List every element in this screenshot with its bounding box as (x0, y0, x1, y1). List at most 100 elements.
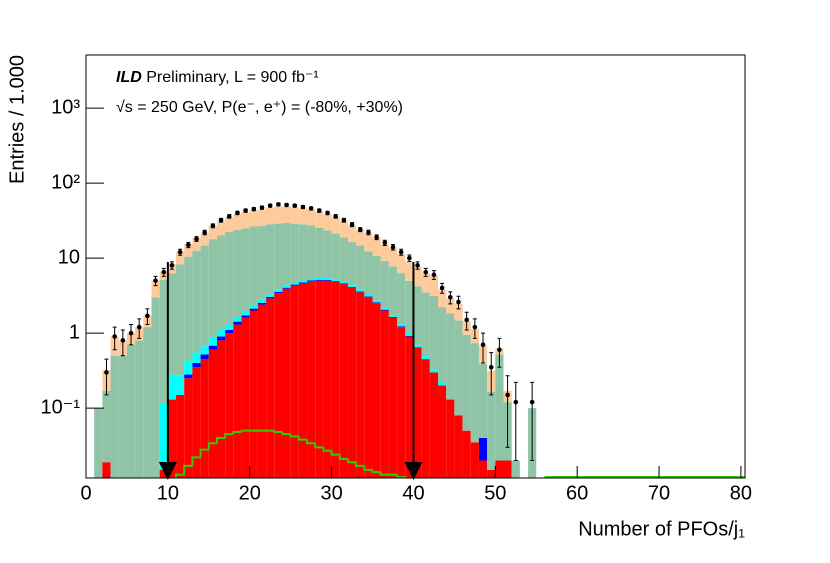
histogram-bin (176, 375, 185, 395)
histogram-bin (233, 321, 242, 325)
histogram-bin (241, 212, 250, 229)
signal-step (240, 429, 250, 433)
histogram-bin (257, 226, 267, 300)
signal-step (224, 433, 234, 438)
histogram-bin (225, 333, 234, 478)
error-bar (104, 358, 109, 396)
histogram-bin (200, 245, 209, 347)
histogram-bin (315, 277, 324, 280)
signal-step (355, 462, 365, 467)
annotation: ILD Preliminary, L = 900 fb⁻¹ (116, 69, 319, 86)
histogram-bin (249, 310, 258, 478)
annotation-line: Preliminary, L = 900 fb⁻¹ (146, 69, 319, 86)
histogram-bin (372, 302, 381, 304)
histogram-bin (454, 320, 463, 416)
histogram-bin (225, 217, 234, 232)
signal-step (322, 447, 332, 452)
histogram-bin (323, 280, 332, 478)
histogram-bin (143, 327, 152, 478)
x-tick-label: 0 (80, 482, 91, 504)
histogram-bin (388, 266, 398, 316)
data-point (390, 244, 396, 250)
histogram-bin (380, 307, 389, 310)
histogram-bin (159, 279, 168, 404)
histogram-bin (102, 391, 111, 463)
histogram-bin (372, 255, 381, 301)
data-point (292, 203, 298, 208)
histogram-bin (413, 347, 422, 478)
histogram-bin (282, 206, 291, 224)
error-bar (489, 352, 494, 396)
histogram-bin (307, 280, 316, 282)
histogram-bin (274, 206, 283, 224)
data-point (357, 227, 363, 232)
histogram-bin (339, 284, 348, 478)
histogram-bin (192, 352, 201, 363)
data-point (472, 324, 478, 330)
histogram-bin (364, 251, 373, 295)
plot-area (94, 202, 745, 479)
histogram-bin (478, 363, 488, 438)
data-point (226, 214, 232, 219)
data-point (488, 364, 494, 370)
data-point (243, 208, 248, 213)
histogram-bin (495, 354, 504, 461)
histogram-bin (470, 343, 479, 443)
histogram-bin (356, 291, 365, 293)
histogram-bin (405, 333, 414, 336)
histogram-bin (159, 403, 168, 470)
histogram-bin (290, 282, 299, 285)
histogram-bin (184, 378, 193, 478)
signal-step (207, 442, 217, 450)
histogram-bin (438, 382, 447, 386)
histogram-bin (388, 316, 398, 318)
histogram-bin (372, 237, 381, 256)
data-point (235, 210, 240, 216)
data-point (284, 202, 289, 208)
histogram-bin (380, 260, 389, 308)
data-point (415, 263, 420, 268)
error-bar (530, 381, 535, 462)
signal-step (338, 454, 348, 460)
histogram-bin (298, 283, 308, 478)
y-axis-title: Entries / 1.000 (6, 55, 28, 184)
histogram-bin (511, 460, 520, 478)
histogram-bin (487, 391, 496, 470)
histogram-bin (397, 273, 406, 325)
histogram-bin (216, 221, 226, 236)
histogram-bin (487, 469, 496, 478)
histogram-bin (446, 399, 455, 478)
histogram-bin (347, 225, 357, 243)
data-point (104, 370, 109, 375)
data-point (456, 299, 461, 305)
histogram-bin (438, 307, 447, 383)
signal-step (281, 432, 291, 436)
data-point (341, 217, 347, 223)
histogram-bin (266, 207, 275, 225)
histogram-bin (282, 285, 291, 288)
data-point (120, 338, 126, 343)
histogram-bin (290, 284, 299, 286)
data-point (259, 205, 265, 210)
histogram-bin (257, 299, 267, 303)
histogram-bin (216, 235, 226, 330)
error-bar (120, 329, 125, 357)
histogram-bin (364, 297, 373, 478)
signal-step (306, 439, 316, 445)
histogram-bin (380, 244, 389, 261)
histogram-bin (192, 237, 201, 251)
x-tick-label: 10 (157, 482, 179, 504)
histogram-bin (298, 280, 308, 283)
data-point (251, 206, 257, 212)
data-point (186, 242, 191, 248)
histogram-bin (192, 367, 201, 478)
data-point (398, 249, 404, 255)
error-bar (513, 381, 518, 462)
histogram-bin (176, 251, 185, 265)
y-tick-label: 10² (51, 171, 80, 193)
histogram-bin (249, 304, 258, 309)
histogram-bin (397, 254, 406, 274)
histogram-bin (307, 281, 316, 478)
histogram-bin (331, 281, 340, 478)
histogram-bin (364, 296, 373, 298)
